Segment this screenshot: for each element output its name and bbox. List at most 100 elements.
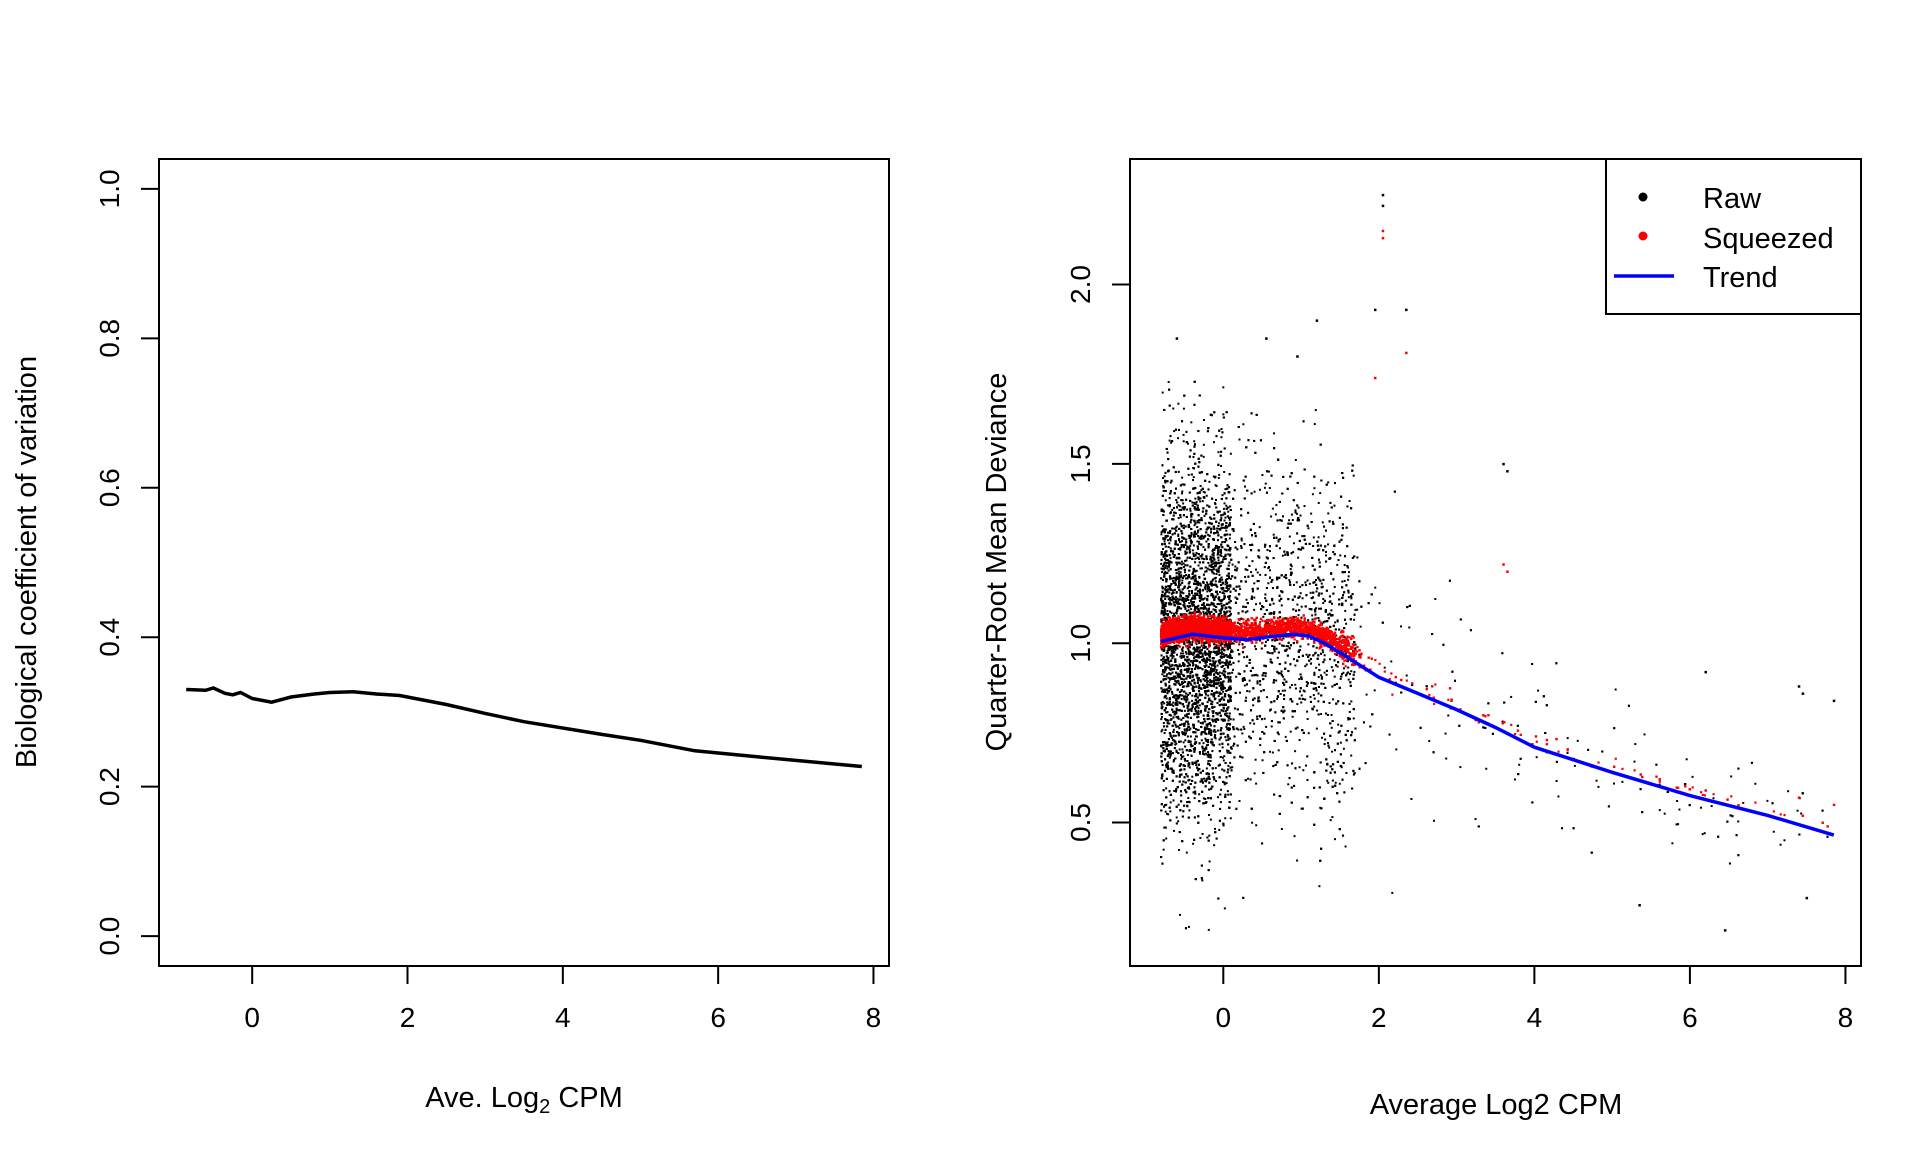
raw-point — [1196, 759, 1199, 762]
raw-point — [1276, 697, 1279, 700]
raw-point — [1175, 611, 1178, 614]
raw-point — [1190, 531, 1193, 534]
raw-point — [1192, 652, 1195, 655]
raw-point — [1223, 643, 1226, 646]
raw-point — [1226, 574, 1229, 577]
raw-point — [1215, 780, 1218, 783]
raw-point — [1182, 755, 1185, 758]
raw-point — [1339, 677, 1342, 680]
raw-point — [1197, 677, 1200, 680]
raw-point — [1175, 816, 1178, 819]
raw-point — [1277, 749, 1280, 752]
raw-point — [1225, 590, 1228, 593]
raw-point — [1262, 615, 1265, 618]
raw-point — [1177, 599, 1180, 602]
raw-point — [1263, 486, 1266, 489]
raw-point — [1229, 718, 1232, 721]
raw-point — [1180, 668, 1183, 671]
raw-point — [1300, 677, 1303, 680]
raw-point — [1325, 554, 1328, 557]
raw-point — [1171, 508, 1174, 511]
raw-point — [1208, 604, 1211, 607]
raw-point — [1171, 589, 1174, 592]
raw-point — [1174, 647, 1177, 650]
raw-point — [1225, 725, 1228, 728]
raw-point — [1326, 742, 1329, 745]
raw-point — [1169, 601, 1172, 604]
raw-point — [1204, 691, 1207, 694]
raw-point — [1187, 925, 1190, 928]
raw-point — [1176, 576, 1179, 579]
raw-point — [1236, 548, 1239, 551]
raw-point — [1212, 554, 1215, 557]
raw-point — [1344, 609, 1347, 612]
raw-point — [1347, 578, 1350, 581]
raw-point — [1166, 649, 1169, 652]
raw-point — [1207, 561, 1210, 564]
raw-point — [1224, 710, 1227, 713]
raw-point — [1167, 598, 1170, 601]
raw-point — [1168, 588, 1171, 591]
raw-point — [1290, 684, 1293, 687]
raw-point — [1220, 653, 1223, 656]
raw-point — [1165, 762, 1168, 765]
raw-point — [1179, 516, 1182, 519]
raw-point — [1162, 722, 1165, 725]
raw-point — [1166, 567, 1169, 570]
raw-point — [1699, 806, 1702, 809]
raw-point — [1217, 559, 1220, 562]
raw-point — [1410, 798, 1413, 801]
raw-point — [1354, 647, 1357, 650]
raw-point — [1192, 455, 1195, 458]
raw-point — [1183, 695, 1186, 698]
raw-point — [1228, 518, 1231, 521]
raw-point — [1259, 683, 1262, 686]
raw-point — [1299, 592, 1302, 595]
y-tick-label: 0.0 — [94, 917, 125, 956]
raw-point — [1229, 817, 1232, 820]
raw-point — [1352, 717, 1355, 720]
raw-point — [1224, 488, 1227, 491]
raw-point — [1167, 539, 1170, 542]
raw-point — [1322, 597, 1325, 600]
raw-point — [1255, 568, 1258, 571]
raw-point — [1168, 753, 1171, 756]
raw-point — [1383, 666, 1386, 669]
raw-point — [1162, 485, 1165, 488]
raw-point — [1178, 748, 1181, 751]
raw-point — [1198, 684, 1201, 687]
raw-point — [1165, 613, 1168, 616]
raw-point — [1225, 579, 1228, 582]
raw-point — [1772, 830, 1775, 833]
raw-point — [1296, 703, 1299, 706]
raw-point — [1185, 574, 1188, 577]
raw-point — [1171, 577, 1174, 580]
raw-point — [1177, 820, 1180, 823]
raw-point — [1330, 602, 1333, 605]
raw-point — [1566, 737, 1569, 740]
raw-point — [1317, 536, 1320, 539]
raw-point — [1169, 538, 1172, 541]
y-axis: 0.00.20.40.60.81.0 — [94, 169, 160, 956]
raw-point — [1269, 750, 1272, 753]
raw-point — [1190, 577, 1193, 580]
raw-point — [1243, 656, 1246, 659]
raw-point — [1192, 647, 1195, 650]
raw-point — [1208, 834, 1211, 837]
raw-point — [1208, 730, 1211, 733]
raw-point — [1331, 520, 1334, 523]
raw-point — [1222, 386, 1225, 389]
raw-point — [1300, 605, 1303, 608]
raw-point — [1513, 778, 1516, 781]
x-tick-label: 8 — [866, 1002, 882, 1033]
x-axis-label: Ave. Log2 CPM — [425, 1082, 623, 1118]
raw-point — [1177, 644, 1180, 647]
raw-point — [1253, 608, 1256, 611]
raw-point — [1296, 603, 1299, 606]
raw-point — [1332, 669, 1335, 672]
raw-point — [1296, 859, 1299, 862]
raw-point — [1222, 759, 1225, 762]
raw-point — [1265, 725, 1268, 728]
raw-point — [1224, 557, 1227, 560]
raw-point — [1400, 625, 1403, 628]
